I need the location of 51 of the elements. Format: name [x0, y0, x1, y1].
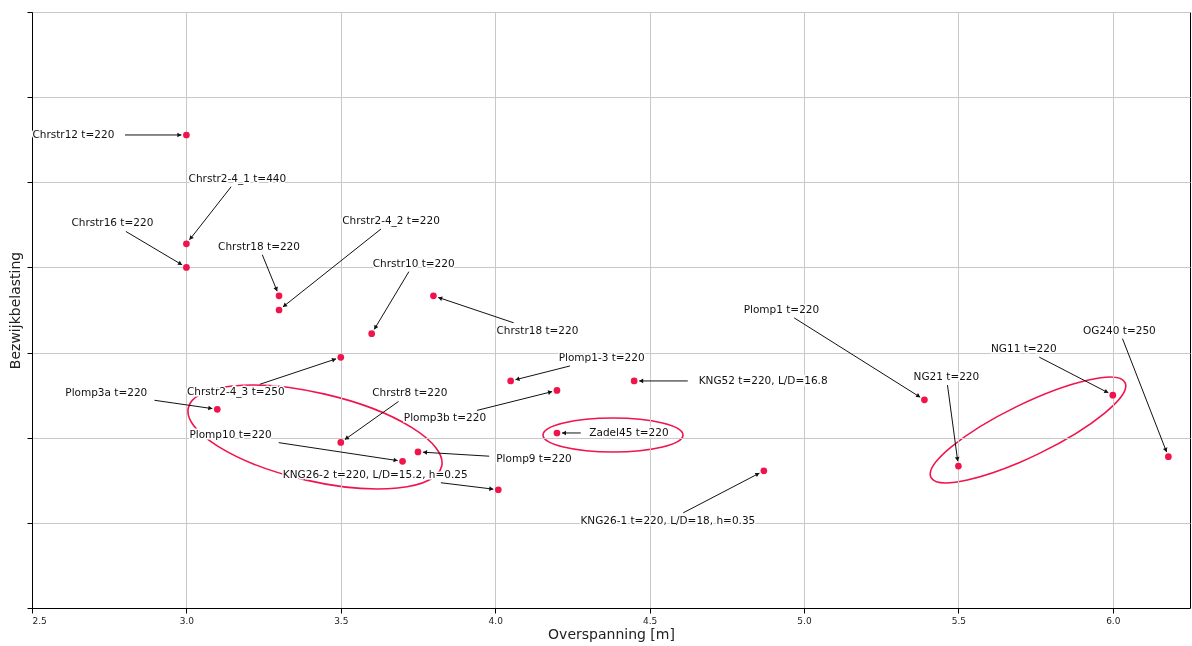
annotation: Plomp9 t=220 [496, 451, 572, 464]
point [1165, 453, 1172, 460]
annotation: Chrstr8 t=220 [372, 386, 448, 399]
x-tick-label: 3.5 [334, 615, 349, 626]
annotation: KNG52 t=220, L/D=16.8 [698, 373, 828, 386]
annotation: Chrstr2-4_1 t=440 [188, 171, 287, 185]
annotation: NG21 t=220 [913, 370, 980, 383]
annotation: KNG26-1 t=220, L/D=18, h=0.35 [580, 513, 756, 526]
x-tick-label: 2.5 [32, 615, 47, 626]
x-tick-label: 4.5 [642, 615, 658, 626]
point [955, 462, 962, 470]
point [275, 292, 283, 300]
annotation: Chrstr10 t=220 [372, 256, 455, 269]
point [553, 429, 561, 437]
annotation: Chrstr2-4_2 t=220 [342, 214, 440, 227]
annotation: Chrstr16 t=220 [71, 216, 154, 229]
point [921, 396, 928, 404]
point [337, 439, 345, 446]
point [183, 264, 190, 271]
point [507, 377, 514, 385]
x-tick-label: 5.5 [951, 615, 967, 626]
annotation: Zadel45 t=220 [589, 425, 669, 438]
annotation: Chrstr12 t=220 [32, 127, 115, 140]
annotation: Plomp3a t=220 [65, 386, 148, 399]
point [760, 467, 768, 475]
annotation: NG11 t=220 [990, 342, 1057, 355]
annotation: Plomp1-3 t=220 [558, 350, 645, 363]
x-tick-label: 5.0 [797, 615, 812, 626]
point [494, 486, 502, 494]
point [399, 458, 406, 465]
annotation: Plomp3b t=220 [403, 411, 487, 424]
point [553, 387, 561, 394]
point [1109, 391, 1117, 399]
x-tick-label: 3.0 [179, 615, 195, 626]
point [275, 306, 283, 314]
point [213, 405, 221, 413]
x-tick-label: 4.0 [488, 615, 504, 626]
y-axis-title: Bezwijkbelasting [7, 251, 23, 370]
point [337, 353, 345, 361]
point [368, 330, 376, 337]
point [430, 292, 437, 300]
point [183, 240, 190, 248]
point [183, 131, 190, 139]
annotation: Plomp1 t=220 [743, 302, 820, 315]
x-tick-label: 6.0 [1106, 615, 1121, 626]
x-axis-title: Overspanning [m] [548, 625, 675, 642]
annotation: Chrstr18 t=220 [218, 239, 300, 252]
annotation: Chrstr18 t=220 [496, 323, 579, 336]
point [414, 448, 422, 456]
annotation: OG240 t=250 [1083, 323, 1156, 336]
point [630, 377, 638, 385]
